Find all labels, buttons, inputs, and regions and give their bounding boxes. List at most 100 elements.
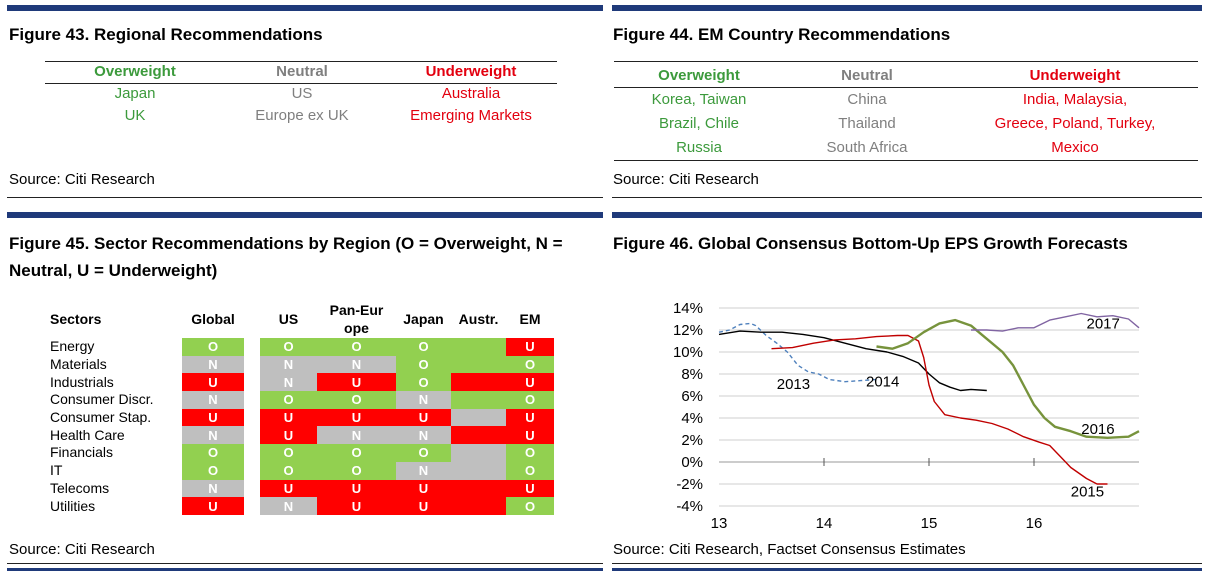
sector-row: Energy O O O O U [50,338,554,356]
rating-cell [451,479,506,498]
mid-thin-right [612,197,1202,198]
rating-cell: O [396,373,451,392]
fig43-neutral-col: Neutral US Europe ex UK [227,61,377,127]
series-label-2017: 2017 [1087,315,1120,332]
rating-cell [451,497,506,515]
sector-row: Consumer Stap. U U U U U [50,408,554,427]
rating-cell: O [260,338,317,356]
sector-row: Industrials U N U O U [50,373,554,392]
y-tick-label: 4% [681,410,703,427]
bottom-rule-left [7,568,603,571]
col-header-pan-europe: Pan-Europe [317,300,396,338]
rating-cell: O [317,391,396,409]
series-label-2015: 2015 [1071,484,1104,501]
y-tick-label: -4% [676,498,703,515]
sector-row: Utilities U N U U O [50,497,554,515]
fig44-overweight-item: Brazil, Chile [658,115,740,132]
rating-cell: O [260,444,317,462]
series-label-2013: 2013 [777,376,810,393]
sector-name: Energy [50,338,95,355]
rating-cell: U [317,408,396,427]
sector-row: Telecoms N U U U U [50,479,554,498]
fig43-underweight-header: Underweight [425,63,517,80]
rating-cell: N [396,391,451,409]
fig44-underweight-col: Underweight India, Malaysia, Greece, Pol… [965,64,1185,160]
fig43-header-line [45,83,557,84]
col-header-us: US [278,311,299,327]
rating-cell: O [506,461,554,480]
rating-cell: O [506,444,554,462]
sector-name: Telecoms [50,479,110,496]
y-tick-label: 14% [673,300,703,317]
rating-cell: O [506,391,554,409]
rating-cell: N [182,355,244,374]
rating-cell: O [317,461,396,480]
rating-cell: N [260,355,317,374]
fig43-overweight-item: UK [124,107,146,124]
y-tick-label: 10% [673,344,703,361]
sector-table: Sectors Global US Pan-Europe Japan Austr… [50,300,554,515]
fig44-top-line [614,61,1198,62]
col-header-austr: Austr. [458,311,499,327]
y-tick-label: -2% [676,476,703,493]
y-tick-label: 6% [681,388,703,405]
rating-cell: U [396,479,451,498]
sector-name: Financials [50,444,114,461]
mid-rule-right [612,212,1202,218]
rating-cell: U [317,497,396,515]
rating-cell: N [260,497,317,515]
rating-cell [451,355,506,374]
fig44-header-line [614,87,1198,88]
rating-cell: U [260,408,317,427]
fig44-underweight-header: Underweight [1029,67,1121,84]
rating-cell: O [260,461,317,480]
rating-cell: N [182,479,244,498]
rating-cell: N [396,461,451,480]
sector-row: IT O O O N O [50,461,554,480]
series-line-2016 [876,318,1140,440]
rating-cell: O [260,391,317,409]
fig43-neutral-item: US [291,85,313,102]
sector-name: IT [50,462,63,479]
sector-table-header: Sectors Global US Pan-Europe Japan Austr… [50,300,554,338]
sector-name: Industrials [50,373,114,390]
fig46-title: Figure 46. Global Consensus Bottom-Up EP… [613,234,1128,253]
x-tick-label: 15 [921,515,938,532]
series-label-2016: 2016 [1081,421,1114,438]
fig43-underweight-item: Australia [441,85,501,102]
bottom-thin-right [612,563,1202,564]
fig45-title-line1: Figure 45. Sector Recommendations by Reg… [9,234,563,253]
y-tick-label: 8% [681,366,703,383]
y-tick-label: 12% [673,322,703,339]
col-header-em: EM [519,311,541,327]
x-tick-label: 16 [1026,515,1043,532]
rating-cell: O [396,444,451,462]
x-tick-label: 14 [816,515,833,532]
rating-cell: U [317,479,396,498]
pan-europe-label: Pan-Europe [329,302,384,336]
mid-thin-left [7,197,603,198]
rating-cell: U [506,373,554,392]
rating-cell: U [506,338,554,356]
fig44-underweight-item: India, Malaysia, [1022,91,1128,108]
rating-cell [451,426,506,445]
rating-cell: U [317,373,396,392]
fig43-underweight-col: Underweight Australia Emerging Markets [396,61,546,127]
mid-rule-left [7,212,603,218]
bottom-rule-right [612,568,1202,571]
bottom-thin-left [7,563,603,564]
rating-cell: O [182,338,244,356]
rating-cell: U [396,408,451,427]
rating-cell: N [182,426,244,445]
fig44-overweight-item: Korea, Taiwan [651,91,747,108]
rating-cell: N [396,426,451,445]
rating-cell: U [182,408,244,427]
rating-cell: U [260,426,317,445]
fig43-overweight-header: Overweight [94,63,176,80]
rating-cell: N [182,391,244,409]
fig44-neutral-header: Neutral [841,67,893,84]
fig44-neutral-col: Neutral China Thailand South Africa [792,64,942,160]
rating-cell: U [182,373,244,392]
sector-row: Financials O O O O O [50,444,554,462]
series-label-2014: 2014 [866,374,899,391]
